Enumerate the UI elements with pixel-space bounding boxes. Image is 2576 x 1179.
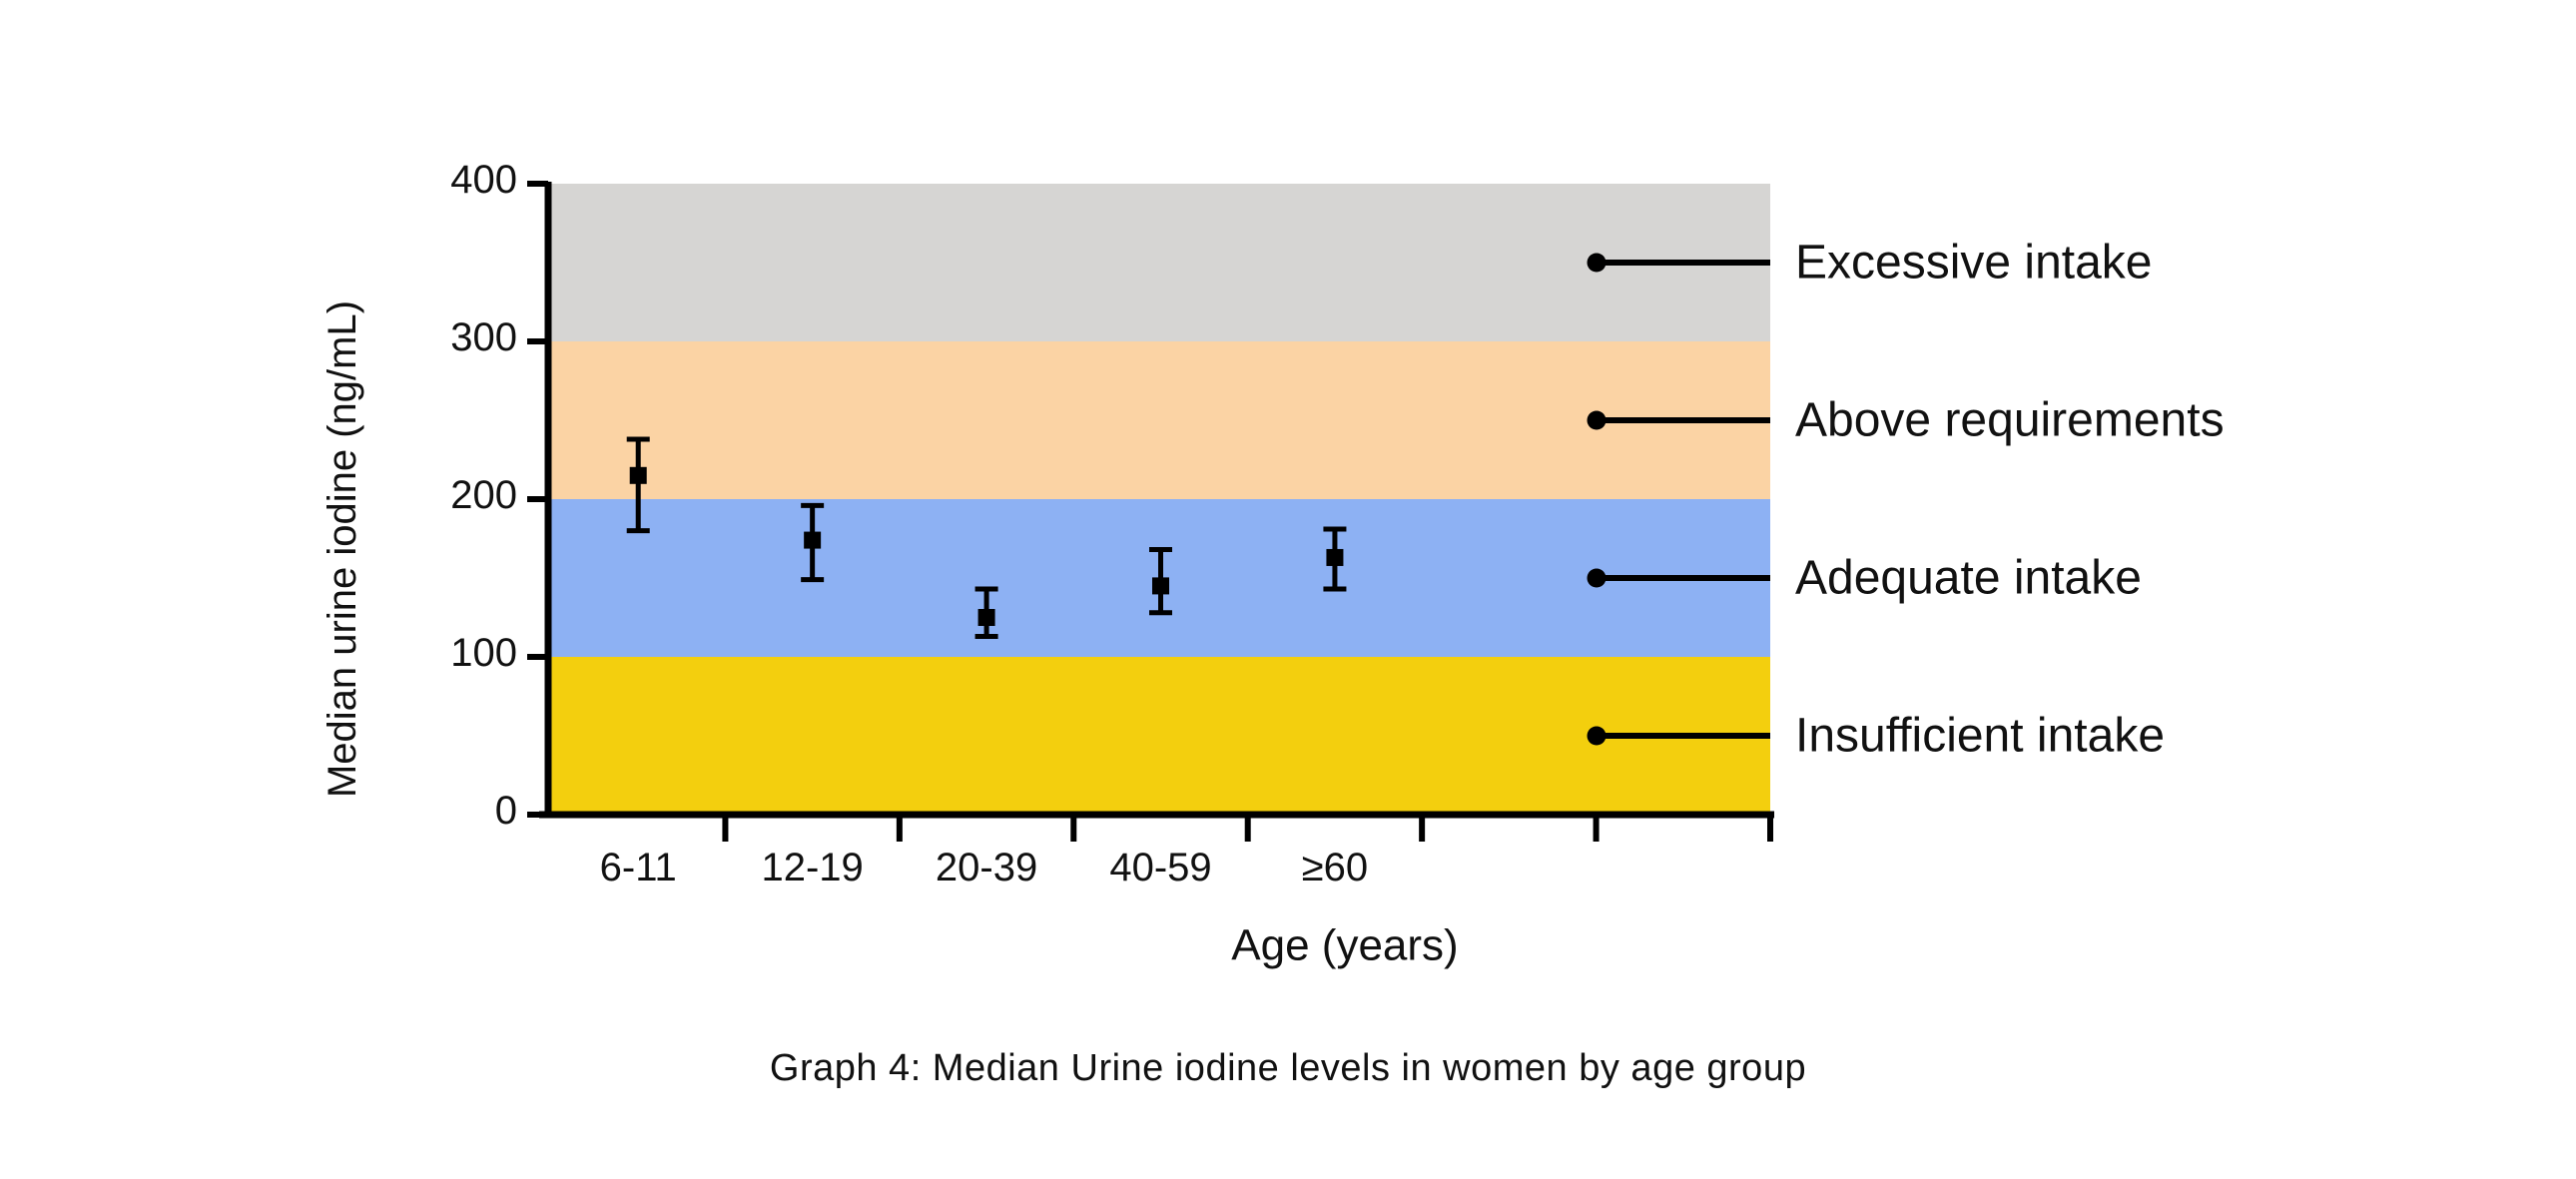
y-tick-label: 100: [450, 631, 517, 675]
data-point-60: [1323, 526, 1347, 592]
legend-dot-icon: [1587, 253, 1607, 273]
legend-row-insufficient-intake: Insufficient intake: [1587, 710, 2165, 763]
x-axis-title: Age (years): [1231, 921, 1458, 970]
band-excessive-intake: [551, 184, 1770, 341]
data-point-marker: [629, 466, 647, 484]
y-tick-label: 0: [495, 789, 517, 833]
legend-dot-icon: [1587, 410, 1607, 430]
data-point-marker: [977, 609, 995, 626]
data-point-marker: [1152, 577, 1169, 595]
legend-label-above-requirements: Above requirements: [1795, 394, 2225, 447]
y-tick-label: 400: [450, 158, 517, 202]
legend-dot-icon: [1587, 568, 1607, 588]
chart: Excessive intake Above requirements Adequa…: [321, 158, 2225, 970]
data-point-12-19: [801, 502, 825, 583]
y-axis-title: Median urine iodine (ng/mL): [321, 300, 364, 798]
x-category-label-60: ≥60: [1302, 846, 1368, 889]
legend-label-adequate-intake: Adequate intake: [1795, 552, 2142, 605]
legend-dot-icon: [1587, 726, 1607, 746]
legend-row-excessive-intake: Excessive intake: [1587, 237, 2153, 290]
legend-label-excessive-intake: Excessive intake: [1795, 237, 2153, 290]
data-point-marker: [804, 531, 822, 549]
data-point-40-59: [1149, 547, 1172, 616]
data-point-marker: [1326, 548, 1344, 566]
chart-caption: Graph 4: Median Urine iodine levels in w…: [769, 1047, 1807, 1089]
data-point-20-39: [974, 586, 998, 639]
x-category-label-40-59: 40-59: [1109, 846, 1211, 889]
x-category-label-20-39: 20-39: [936, 846, 1037, 889]
legend-row-above-requirements: Above requirements: [1587, 394, 2225, 447]
legend-label-insufficient-intake: Insufficient intake: [1795, 710, 2165, 763]
band-insufficient-intake: [551, 657, 1770, 815]
x-category-label-6-11: 6-11: [600, 846, 677, 889]
data-point-6-11: [626, 436, 650, 534]
band-above-requirements: [551, 341, 1770, 499]
x-category-label-12-19: 12-19: [761, 846, 863, 889]
legend-row-adequate-intake: Adequate intake: [1587, 552, 2142, 605]
y-tick-label: 200: [450, 473, 517, 517]
y-tick-label: 300: [450, 315, 517, 359]
